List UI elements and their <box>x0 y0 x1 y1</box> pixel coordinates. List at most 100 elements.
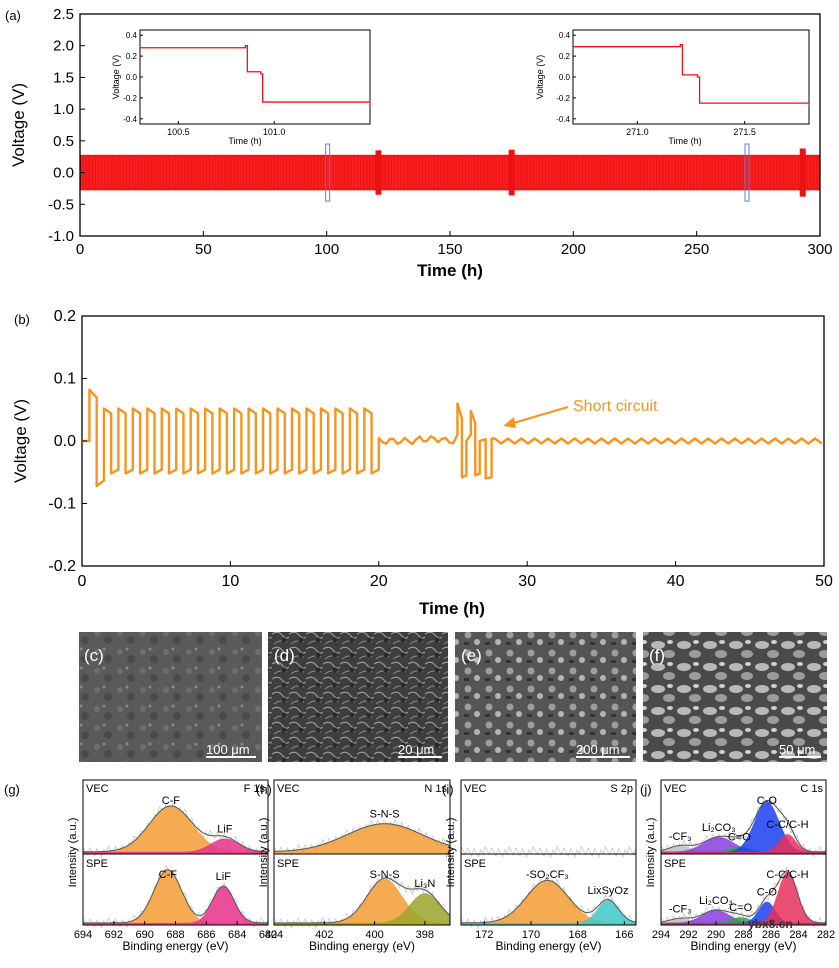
x-tick-label: 50 <box>815 573 833 590</box>
xps-raw-spectrum <box>660 866 827 928</box>
xps-peak-label: Li₂CO₃ <box>702 822 736 834</box>
xps-peak-label: C-C/C-H <box>766 869 808 881</box>
xps-xlabel: Binding energy (eV) <box>309 939 415 953</box>
panel-b-xlabel: Time (h) <box>419 599 485 618</box>
xps-peak-label: C=O <box>728 832 751 844</box>
xps-peak-label: LixSyOz <box>588 885 629 897</box>
voltage-spike <box>799 148 806 197</box>
inset-voltage-line <box>140 45 371 106</box>
xps-peak-fill <box>461 880 636 925</box>
inset-y-tick-label: 0.2 <box>126 52 138 61</box>
y-tick-label: 2.5 <box>53 6 74 23</box>
sem-f: (f) 50 μm <box>643 632 827 762</box>
inset-2-content: 271.0 271.5 0.4 0.2 0.0 -0.2 -0.4 <box>556 31 810 137</box>
x-tick-label: 40 <box>667 573 685 590</box>
xps-x-tick-label: 284 <box>789 929 807 941</box>
xps-peak-label: C-O <box>757 795 778 807</box>
xps-envelope <box>461 879 637 924</box>
xps-x-tick-label: 288 <box>734 929 752 941</box>
xps-sample-tag: VEC <box>277 783 300 795</box>
xps-xlabel: Binding energy (eV) <box>495 939 601 953</box>
xps-peak-label: S-N-S <box>370 809 400 821</box>
inset-y-tick-label: -0.2 <box>123 94 137 103</box>
panel-a-xlabel: Time (h) <box>417 261 483 280</box>
panel-b: (b) 0 10 20 30 40 50 -0.2 -0.1 0.0 0.1 0.2 Short c… <box>11 308 833 618</box>
panel-a-plot <box>79 143 821 202</box>
y-tick-label: -1.0 <box>48 228 74 245</box>
x-tick-label: 0 <box>76 241 84 258</box>
y-tick-label: 0.1 <box>54 371 76 388</box>
sem-f-scale: 50 μm <box>779 742 815 757</box>
panel-b-ticks: 0 10 20 30 40 50 -0.2 -0.1 0.0 0.1 0.2 <box>48 308 833 590</box>
xps-envelope <box>274 877 451 924</box>
inset-1-xlabel: Time (h) <box>228 136 261 146</box>
xps-edge-label: C 1s <box>800 783 823 795</box>
xps-envelope <box>273 823 451 852</box>
y-tick-label: 1.0 <box>53 101 74 118</box>
panel-b-label: (b) <box>14 312 30 327</box>
xps-sample-tag: VEC <box>664 783 687 795</box>
xps-x-tick-label: 172 <box>475 929 493 941</box>
xps-peak-fill <box>461 900 636 925</box>
xps-panel-1: S-N-S VEC S-N-S Li₃N SPE N 1s 404 402 400 398Bind… <box>256 779 451 953</box>
xps-peak-label: C-O <box>757 887 778 899</box>
xps-peak-fill <box>274 823 450 854</box>
xps-x-tick-label: 690 <box>135 929 153 941</box>
xps-peak-fill <box>661 910 826 925</box>
xps-x-tick-label: 686 <box>197 929 215 941</box>
x-tick-label: 50 <box>195 241 212 258</box>
xps-peak-label: LiF <box>217 823 233 835</box>
inset-y-tick-label: -0.4 <box>556 115 570 124</box>
sem-d: (d) 20 μm <box>268 632 448 762</box>
x-tick-label: 300 <box>807 241 832 258</box>
inset-y-tick-label: 0.4 <box>559 31 571 40</box>
xps-edge-label: S 2p <box>610 783 633 795</box>
sem-c-label: (c) <box>84 646 104 665</box>
sem-c-scale: 100 μm <box>206 742 250 757</box>
xps-x-tick-label: 282 <box>817 929 835 941</box>
sem-e-label: (e) <box>461 646 482 665</box>
xps-peak-label: S-N-S <box>370 869 400 881</box>
xps-peak-label: -SO₂CF₃ <box>526 869 569 881</box>
xps-ylabel: Intensity (a.u.) <box>67 818 79 888</box>
panel-a: (a) 0 50 100 150 200 250 300 -1.0 -0.5 0.0 0.5 1.0 1… <box>5 6 833 280</box>
inset-2-ylabel: Voltage (V) <box>535 55 545 100</box>
y-tick-label: -0.5 <box>48 196 74 213</box>
xps-sample-tag: SPE <box>277 858 299 870</box>
xps-frame <box>273 779 451 926</box>
xps-x-tick-label: 170 <box>522 929 540 941</box>
xps-peak-label: LiF <box>216 871 232 883</box>
xps-peak-fill <box>83 886 268 925</box>
sem-e: (e) 200 μm <box>455 632 636 762</box>
xps-x-tick-label: 688 <box>166 929 184 941</box>
watermark: ybx8.cn <box>748 917 793 931</box>
y-tick-label: -0.2 <box>48 558 76 575</box>
xps-sample-tag: SPE <box>464 858 486 870</box>
xps-x-tick-label: 398 <box>416 929 434 941</box>
voltage-spike <box>375 150 382 195</box>
xps-peak-label: C-F <box>159 869 178 881</box>
voltage-trace <box>79 154 821 191</box>
y-tick-label: 1.5 <box>53 69 74 86</box>
y-tick-label: 0.0 <box>53 165 74 182</box>
xps-edge-label: N 1s <box>424 783 447 795</box>
xps-peak-label: -CF₃ <box>669 904 692 916</box>
xps-peak-fill <box>83 838 268 854</box>
xps-peak-label: C-F <box>162 795 181 807</box>
inset-x-tick-label: 100.5 <box>167 127 190 137</box>
sem-e-scale: 200 μm <box>576 742 620 757</box>
xps-edge-label: F 1s <box>244 783 266 795</box>
inset-y-tick-label: 0.4 <box>126 31 138 40</box>
x-tick-label: 30 <box>518 573 536 590</box>
sem-f-image <box>643 632 827 762</box>
xps-x-tick-label: 692 <box>105 929 123 941</box>
panel-a-ticks: 0 50 100 150 200 250 300 -1.0 -0.5 0.0 0.5 1.0 1.5 2.… <box>48 6 832 258</box>
sem-d-label: (d) <box>274 646 295 665</box>
inset-y-tick-label: 0.0 <box>559 73 571 82</box>
xps-panel-3: -CF₃Li₂CO₃C=OC-OC-C/C-HVEC-CF₃Li₂CO₃C=OC… <box>640 779 835 953</box>
inset-x-tick-label: 271.0 <box>626 127 649 137</box>
inset-1-frame <box>139 29 371 125</box>
highlight-box <box>325 143 331 202</box>
xps-peak-fill <box>661 837 826 854</box>
xps-peak-fill <box>83 869 268 925</box>
